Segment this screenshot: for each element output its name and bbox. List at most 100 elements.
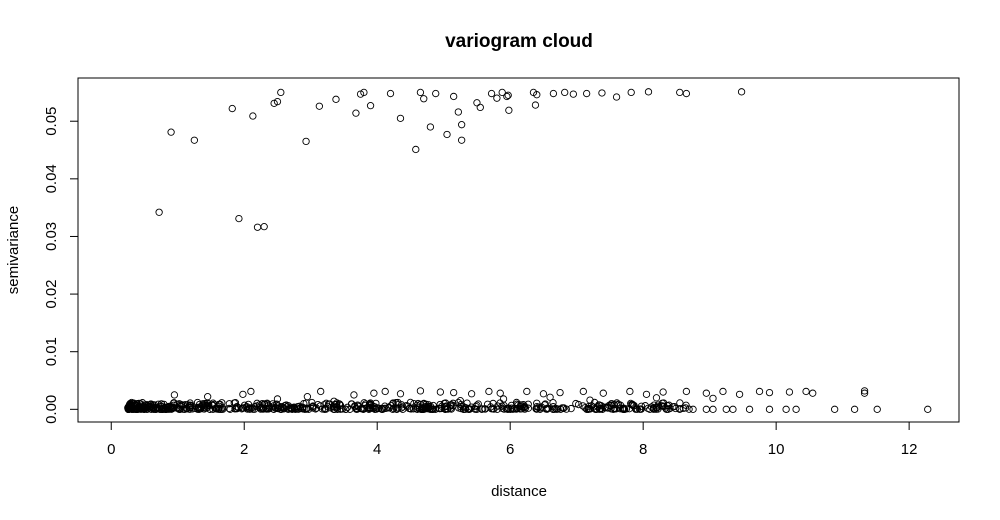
data-point (134, 405, 142, 413)
data-point (449, 402, 457, 410)
data-point (443, 130, 451, 139)
data-point (627, 400, 635, 409)
data-point (473, 99, 481, 107)
data-point (436, 388, 445, 396)
data-point (136, 403, 144, 411)
data-point (556, 388, 564, 397)
data-point (637, 402, 646, 410)
data-point (459, 402, 467, 411)
data-point (399, 405, 407, 413)
chart-title: variogram cloud (445, 31, 593, 52)
data-point (493, 94, 501, 102)
data-point (850, 405, 859, 413)
data-point (170, 391, 179, 399)
data-point (504, 91, 512, 99)
data-point (599, 389, 607, 397)
x-tick-label: 8 (639, 441, 647, 458)
data-point (255, 403, 264, 411)
data-point (663, 402, 672, 410)
data-point (205, 401, 213, 409)
data-point (792, 405, 800, 413)
data-point (536, 405, 544, 413)
data-point (271, 403, 279, 411)
data-point (682, 387, 691, 396)
data-point (860, 389, 869, 397)
data-point (584, 405, 592, 413)
data-point (659, 388, 667, 396)
data-point (676, 399, 684, 407)
data-point (499, 395, 508, 403)
data-point (549, 399, 557, 407)
data-point (487, 89, 496, 98)
data-point (562, 405, 570, 413)
data-point (420, 95, 428, 103)
plot-frame (77, 77, 960, 423)
data-point (316, 402, 324, 410)
data-point (277, 88, 285, 97)
data-point (613, 401, 621, 409)
data-point (567, 404, 575, 413)
data-point (146, 402, 154, 410)
data-point (201, 399, 209, 408)
data-point (301, 405, 309, 413)
data-point (378, 405, 386, 413)
y-tick-label: 0.03 (43, 222, 60, 251)
data-point (652, 403, 661, 411)
data-point (396, 390, 405, 398)
data-point (450, 92, 458, 101)
data-point (414, 399, 422, 408)
data-point (598, 89, 606, 97)
data-point (612, 405, 620, 413)
data-point (437, 404, 446, 413)
data-point (183, 401, 192, 409)
data-point (141, 403, 149, 411)
data-point (500, 401, 508, 410)
data-point (652, 394, 661, 402)
data-point (556, 405, 565, 413)
data-point (457, 136, 466, 144)
data-point (247, 387, 255, 396)
data-point (498, 88, 506, 97)
data-point (831, 405, 839, 413)
data-point (533, 91, 541, 99)
data-point (524, 400, 532, 408)
y-axis: 0.00 0.01 0.02 0.03 0.04 0.05 (43, 107, 79, 424)
data-point (416, 387, 425, 395)
data-point (366, 404, 375, 412)
data-point (126, 404, 135, 412)
data-point (541, 400, 549, 408)
data-point (572, 399, 580, 408)
data-point (505, 106, 513, 114)
data-point (546, 393, 554, 401)
data-point (485, 387, 493, 396)
data-point (479, 405, 487, 413)
data-point (249, 112, 257, 120)
data-point (425, 402, 433, 411)
data-point (702, 389, 710, 397)
data-point (454, 108, 462, 116)
x-axis-label: distance (491, 483, 547, 500)
data-point (450, 388, 458, 397)
data-point (239, 390, 247, 398)
data-point (317, 387, 325, 396)
data-point (672, 404, 680, 413)
data-point (143, 401, 151, 409)
data-point (689, 405, 697, 413)
data-point (605, 401, 613, 410)
data-point (531, 101, 540, 109)
data-point (238, 405, 246, 413)
data-point (396, 114, 405, 122)
data-point (579, 387, 587, 396)
data-point (610, 400, 618, 409)
data-point (924, 405, 932, 413)
data-point (385, 403, 393, 411)
x-axis: 0 2 4 6 8 10 12 (107, 421, 917, 458)
data-point (262, 405, 270, 413)
data-point (457, 121, 466, 129)
data-point (426, 123, 435, 131)
data-point (620, 405, 628, 413)
data-point (264, 405, 273, 413)
data-point (298, 403, 307, 411)
data-point (347, 400, 356, 408)
data-point (533, 399, 541, 407)
